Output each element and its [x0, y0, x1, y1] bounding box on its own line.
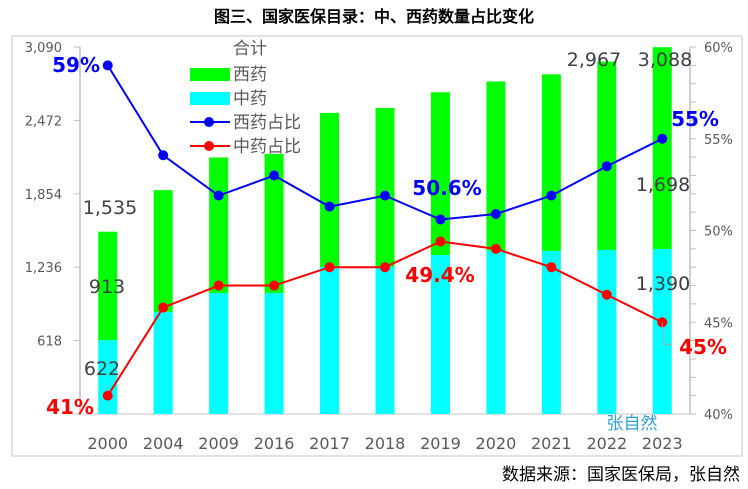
point-zhongyao-ratio-2017	[324, 262, 335, 273]
bar-xiyao-2020	[486, 81, 506, 251]
x-tick-label: 2018	[365, 434, 406, 453]
x-tick-label: 2009	[198, 434, 239, 453]
point-xiyao-ratio-2019	[435, 214, 446, 225]
pct-label: 41%	[46, 395, 94, 419]
right-tick-label: 50%	[704, 225, 733, 240]
point-zhongyao-ratio-2020	[490, 243, 501, 254]
point-zhongyao-ratio-2000	[102, 390, 113, 401]
data-label: 3,088	[638, 49, 692, 71]
bar-zhongyao-2021	[541, 250, 561, 414]
bar-zhongyao-2018	[375, 266, 395, 414]
bar-xiyao-2017	[320, 112, 340, 267]
right-tick-label: 40%	[704, 408, 733, 423]
left-tick-label: 1,236	[25, 261, 62, 276]
point-xiyao-ratio-2009	[213, 190, 224, 201]
point-xiyao-ratio-2018	[380, 190, 390, 201]
x-tick-label: 2022	[586, 434, 627, 453]
chart-title: 图三、国家医保目录：中、西药数量占比变化	[214, 7, 534, 26]
left-tick-label: 618	[37, 335, 62, 350]
bar-xiyao-2021	[541, 74, 561, 251]
data-label: 1,698	[636, 174, 690, 196]
point-zhongyao-ratio-2009	[213, 280, 224, 291]
x-tick-label: 2023	[642, 434, 683, 453]
bar-zhongyao-2017	[320, 266, 340, 414]
source-note: 数据来源：国家医保局，张自然	[502, 465, 740, 485]
bar-zhongyao-2009	[209, 292, 229, 414]
left-tick-label: 1,854	[25, 188, 62, 203]
legend: 合计 西药 中药 西药占比 中药占比	[190, 39, 301, 157]
point-xiyao-ratio-2022	[601, 161, 612, 172]
point-zhongyao-ratio-2004	[158, 302, 169, 313]
legend-label-xiyao: 西药	[233, 65, 267, 85]
leader-line	[661, 322, 673, 345]
bar-zhongyao-2004	[153, 311, 173, 414]
point-zhongyao-ratio-2018	[380, 262, 390, 273]
bar-xiyao-2018	[375, 107, 395, 267]
point-xiyao-ratio-2000	[102, 60, 113, 71]
bar-zhongyao-2016	[264, 292, 284, 414]
data-label: 622	[84, 358, 120, 380]
pct-label: 50.6%	[412, 176, 481, 200]
right-tick-label: 60%	[704, 41, 733, 56]
point-xiyao-ratio-2004	[158, 150, 169, 161]
pct-label: 59%	[52, 53, 100, 77]
legend-label-xiyao-ratio: 西药占比	[233, 113, 301, 133]
bar-xiyao-2016	[264, 153, 284, 293]
x-tick-label: 2000	[87, 434, 128, 453]
bar-xiyao-2022	[597, 61, 617, 250]
point-zhongyao-ratio-2022	[601, 289, 612, 300]
bar-xiyao-2009	[209, 157, 229, 293]
bar-zhongyao-2019	[430, 254, 450, 414]
x-tick-label: 2019	[420, 434, 461, 453]
left-tick-label: 3,090	[25, 41, 62, 56]
right-tick-label: 45%	[704, 316, 733, 331]
x-tick-label: 2004	[143, 434, 184, 453]
data-label: 913	[89, 276, 125, 298]
legend-swatch-xiyao	[190, 68, 230, 81]
data-label: 1,535	[83, 197, 137, 219]
x-tick-label: 2017	[309, 434, 350, 453]
right-tick-label: 55%	[704, 133, 733, 148]
data-label: 2,967	[567, 49, 621, 71]
legend-title: 合计	[233, 39, 267, 59]
point-zhongyao-ratio-2021	[546, 262, 557, 273]
legend-marker-xiyao-ratio	[204, 117, 214, 127]
legend-swatch-zhongyao	[190, 92, 230, 105]
data-label: 1,390	[636, 273, 690, 295]
chart-border	[11, 35, 743, 457]
point-xiyao-ratio-2021	[546, 190, 557, 201]
legend-label-zhongyao: 中药	[233, 89, 267, 109]
point-zhongyao-ratio-2019	[435, 236, 446, 247]
bar-zhongyao-2020	[486, 250, 506, 414]
x-tick-label: 2021	[531, 434, 572, 453]
pct-label: 55%	[671, 107, 719, 131]
bar-xiyao-2004	[153, 190, 173, 312]
bar-xiyao-2019	[430, 92, 450, 255]
bar-zhongyao-2022	[597, 249, 617, 414]
bar-xiyao-2000	[98, 231, 118, 341]
left-tick-label: 2,472	[25, 114, 62, 129]
pct-label: 45%	[679, 335, 727, 359]
legend-label-zhongyao-ratio: 中药占比	[233, 137, 301, 157]
x-tick-label: 2020	[476, 434, 517, 453]
watermark: 张自然	[607, 414, 658, 434]
bar-xiyao-2023	[652, 47, 672, 249]
point-xiyao-ratio-2020	[490, 208, 501, 219]
point-xiyao-ratio-2016	[269, 170, 280, 181]
point-xiyao-ratio-2023	[657, 133, 668, 144]
legend-marker-zhongyao-ratio	[204, 141, 214, 151]
pct-label: 49.4%	[405, 263, 474, 287]
x-tick-label: 2016	[254, 434, 295, 453]
point-zhongyao-ratio-2016	[269, 280, 280, 291]
point-xiyao-ratio-2017	[324, 201, 335, 212]
